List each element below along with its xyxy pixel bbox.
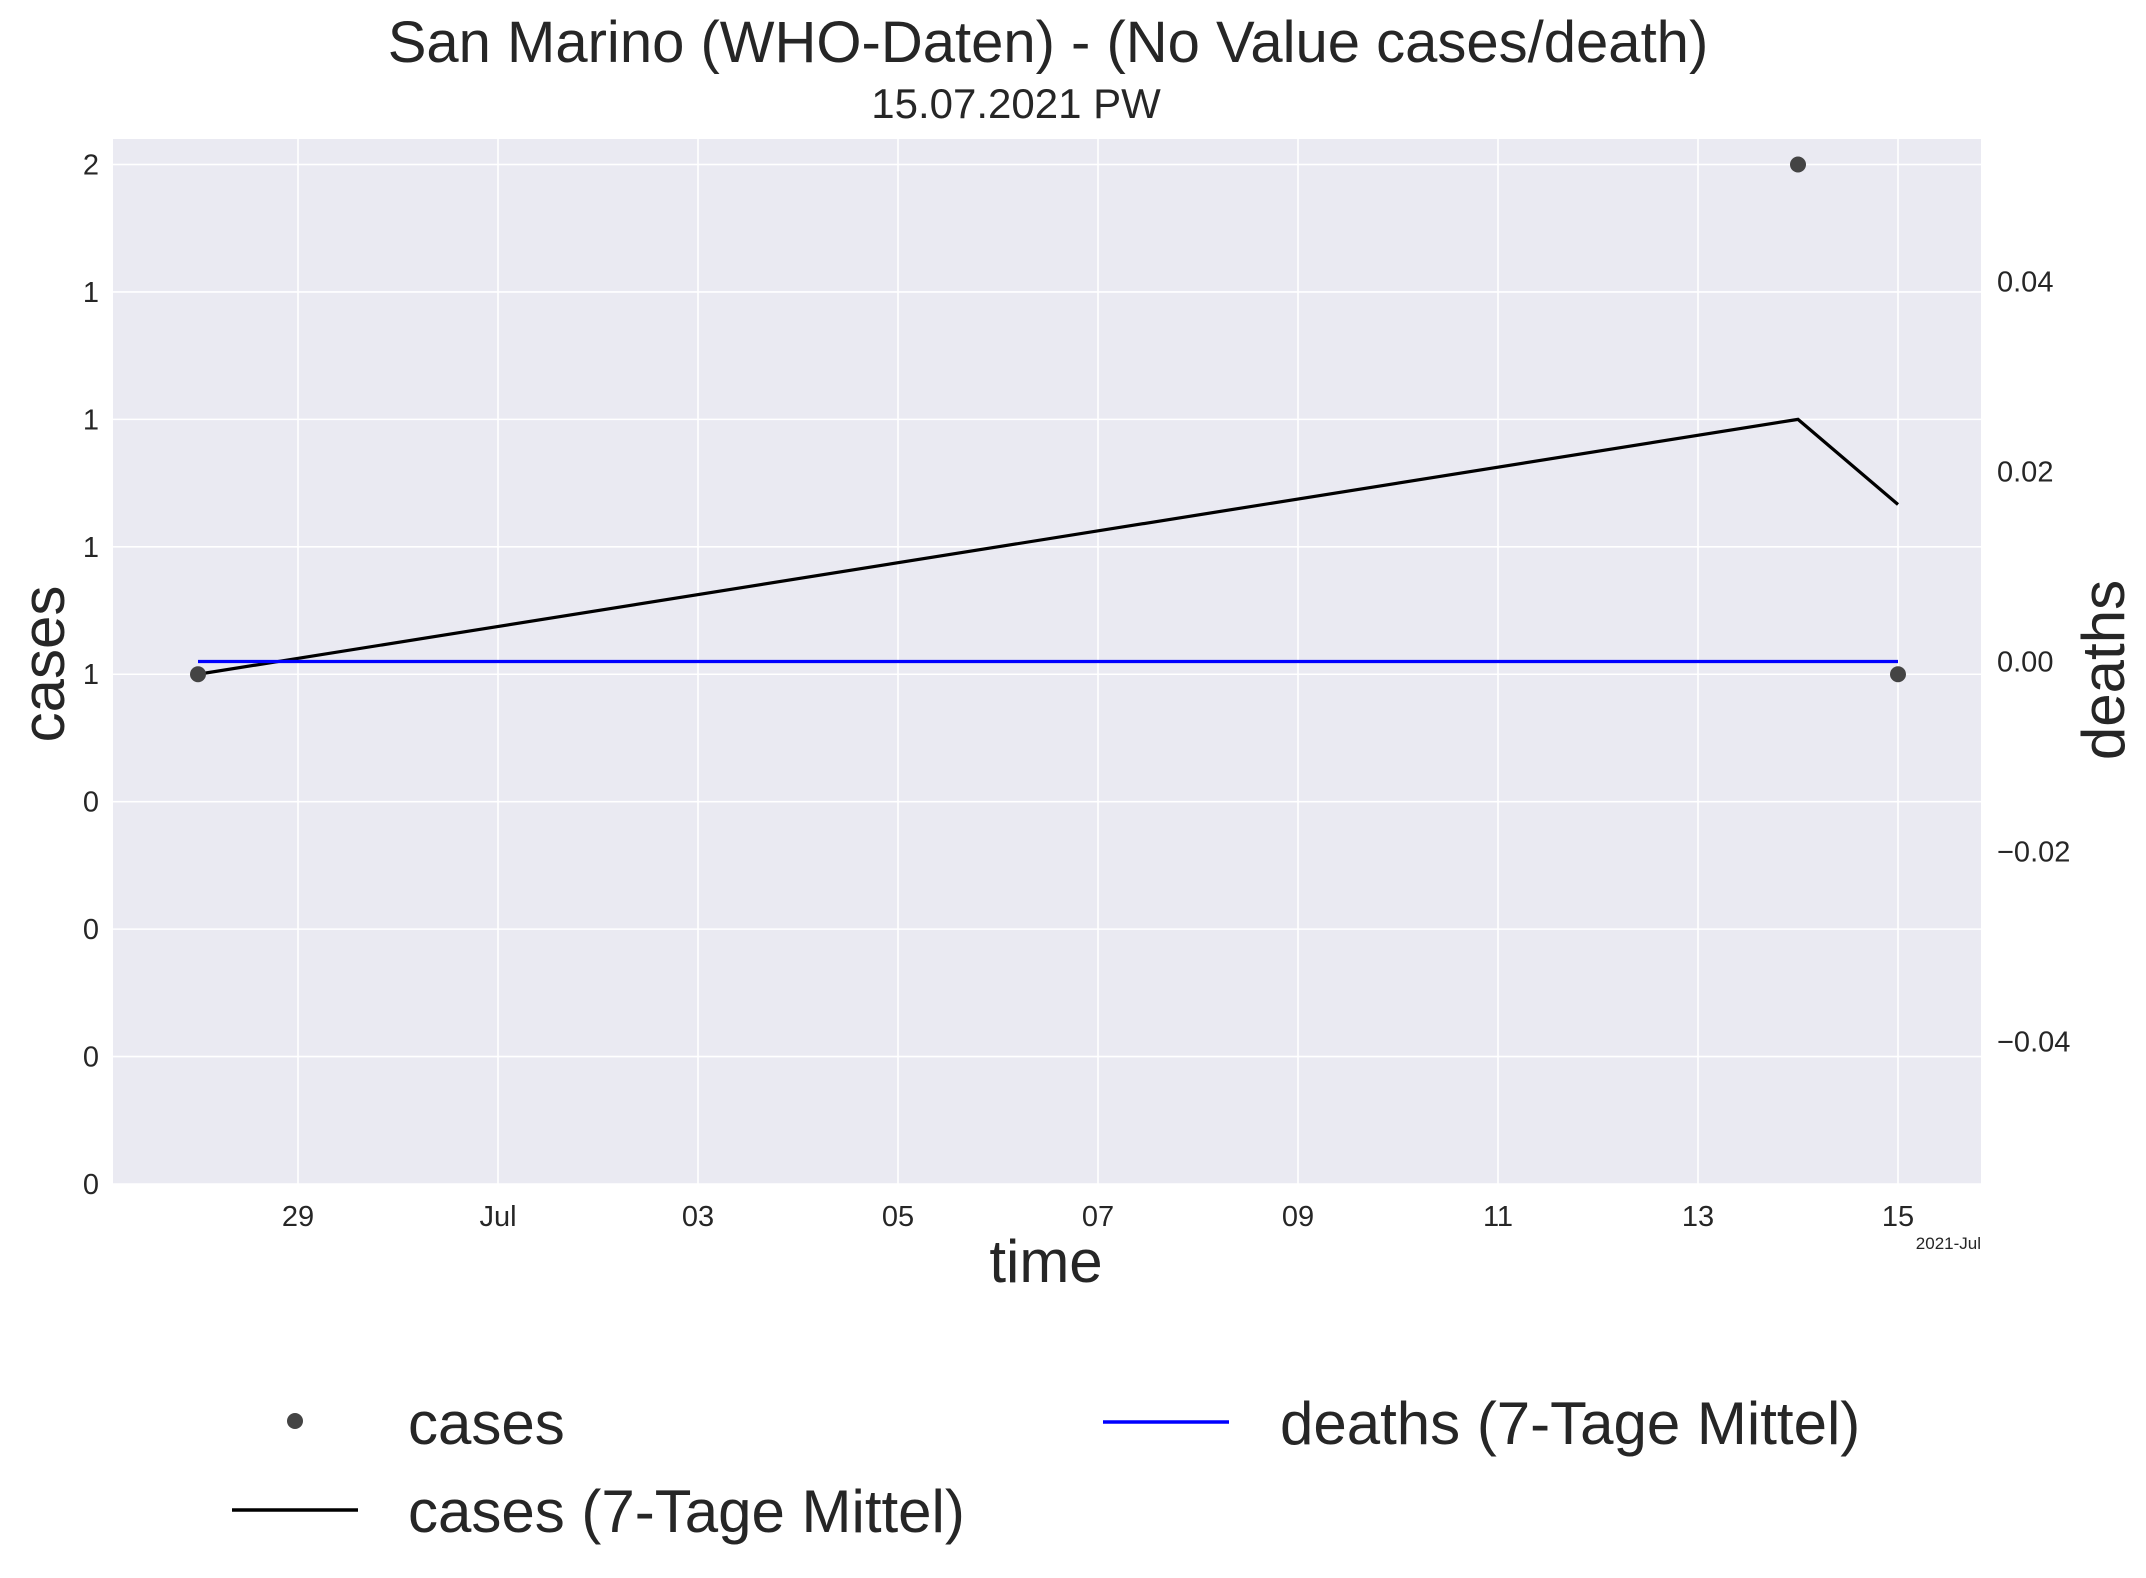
x-tick-label: 07 <box>1082 1201 1114 1233</box>
x-tick-label: 11 <box>1483 1201 1513 1233</box>
y2-tick-label: −0.04 <box>1997 1027 2070 1059</box>
y-tick-label: 0 <box>83 1169 99 1201</box>
x-tick-label: 13 <box>1682 1201 1714 1233</box>
x-tick-label: Jul <box>479 1201 516 1233</box>
data-point-cases <box>190 666 206 683</box>
x-tick-label: 29 <box>282 1201 314 1233</box>
y-tick-label: 0 <box>83 787 99 819</box>
y-tick-label: 1 <box>83 659 99 691</box>
x-tick-label: 15 <box>1882 1201 1914 1233</box>
legend-label-deaths-avg: deaths (7-Tage Mittel) <box>1280 1390 1860 1457</box>
legend: cases cases (7-Tage Mittel) deaths (7-Ta… <box>232 1390 1860 1545</box>
y-axis-ticks: 0 0 0 0 1 1 1 1 2 <box>83 149 99 1201</box>
y-tick-label: 1 <box>83 404 99 436</box>
y2-tick-label: 0.00 <box>1997 647 2053 679</box>
series-line-cases-avg <box>197 417 1900 676</box>
series-layer <box>190 156 1906 683</box>
y-tick-label: 1 <box>83 277 99 309</box>
x-tick-label: 09 <box>1282 1201 1314 1233</box>
y-tick-label: 0 <box>83 914 99 946</box>
y-axis-label: cases <box>10 586 77 743</box>
x-axis-label: time <box>989 1228 1102 1295</box>
y2-tick-label: −0.02 <box>1997 837 2070 869</box>
x-axis-ticks: 29 Jul 03 05 07 09 11 13 15 <box>282 1201 1914 1233</box>
data-point-cases <box>1890 666 1906 683</box>
y2-axis-ticks: −0.04 −0.02 0.00 0.02 0.04 <box>1997 267 2070 1059</box>
y2-tick-label: 0.02 <box>1997 457 2053 489</box>
data-point-cases <box>1790 156 1806 173</box>
y-tick-label: 1 <box>83 532 99 564</box>
y-tick-label: 0 <box>83 1042 99 1074</box>
legend-label-cases-avg: cases (7-Tage Mittel) <box>408 1478 965 1545</box>
y-tick-label: 2 <box>83 149 99 181</box>
x-tick-label: 03 <box>682 1201 714 1233</box>
chart-title: San Marino (WHO-Daten) - (No Value cases… <box>388 10 1709 75</box>
legend-swatch-cases <box>287 1413 303 1429</box>
y2-axis-label: deaths <box>2070 580 2137 760</box>
y2-tick-label: 0.04 <box>1997 267 2053 299</box>
x-tick-label: 05 <box>882 1201 914 1233</box>
chart-subtitle: 15.07.2021 PW <box>871 80 1161 127</box>
y-gridlines <box>113 163 1981 1185</box>
legend-label-cases: cases <box>408 1390 565 1457</box>
x-offset-label: 2021-Jul <box>1916 1234 1981 1253</box>
